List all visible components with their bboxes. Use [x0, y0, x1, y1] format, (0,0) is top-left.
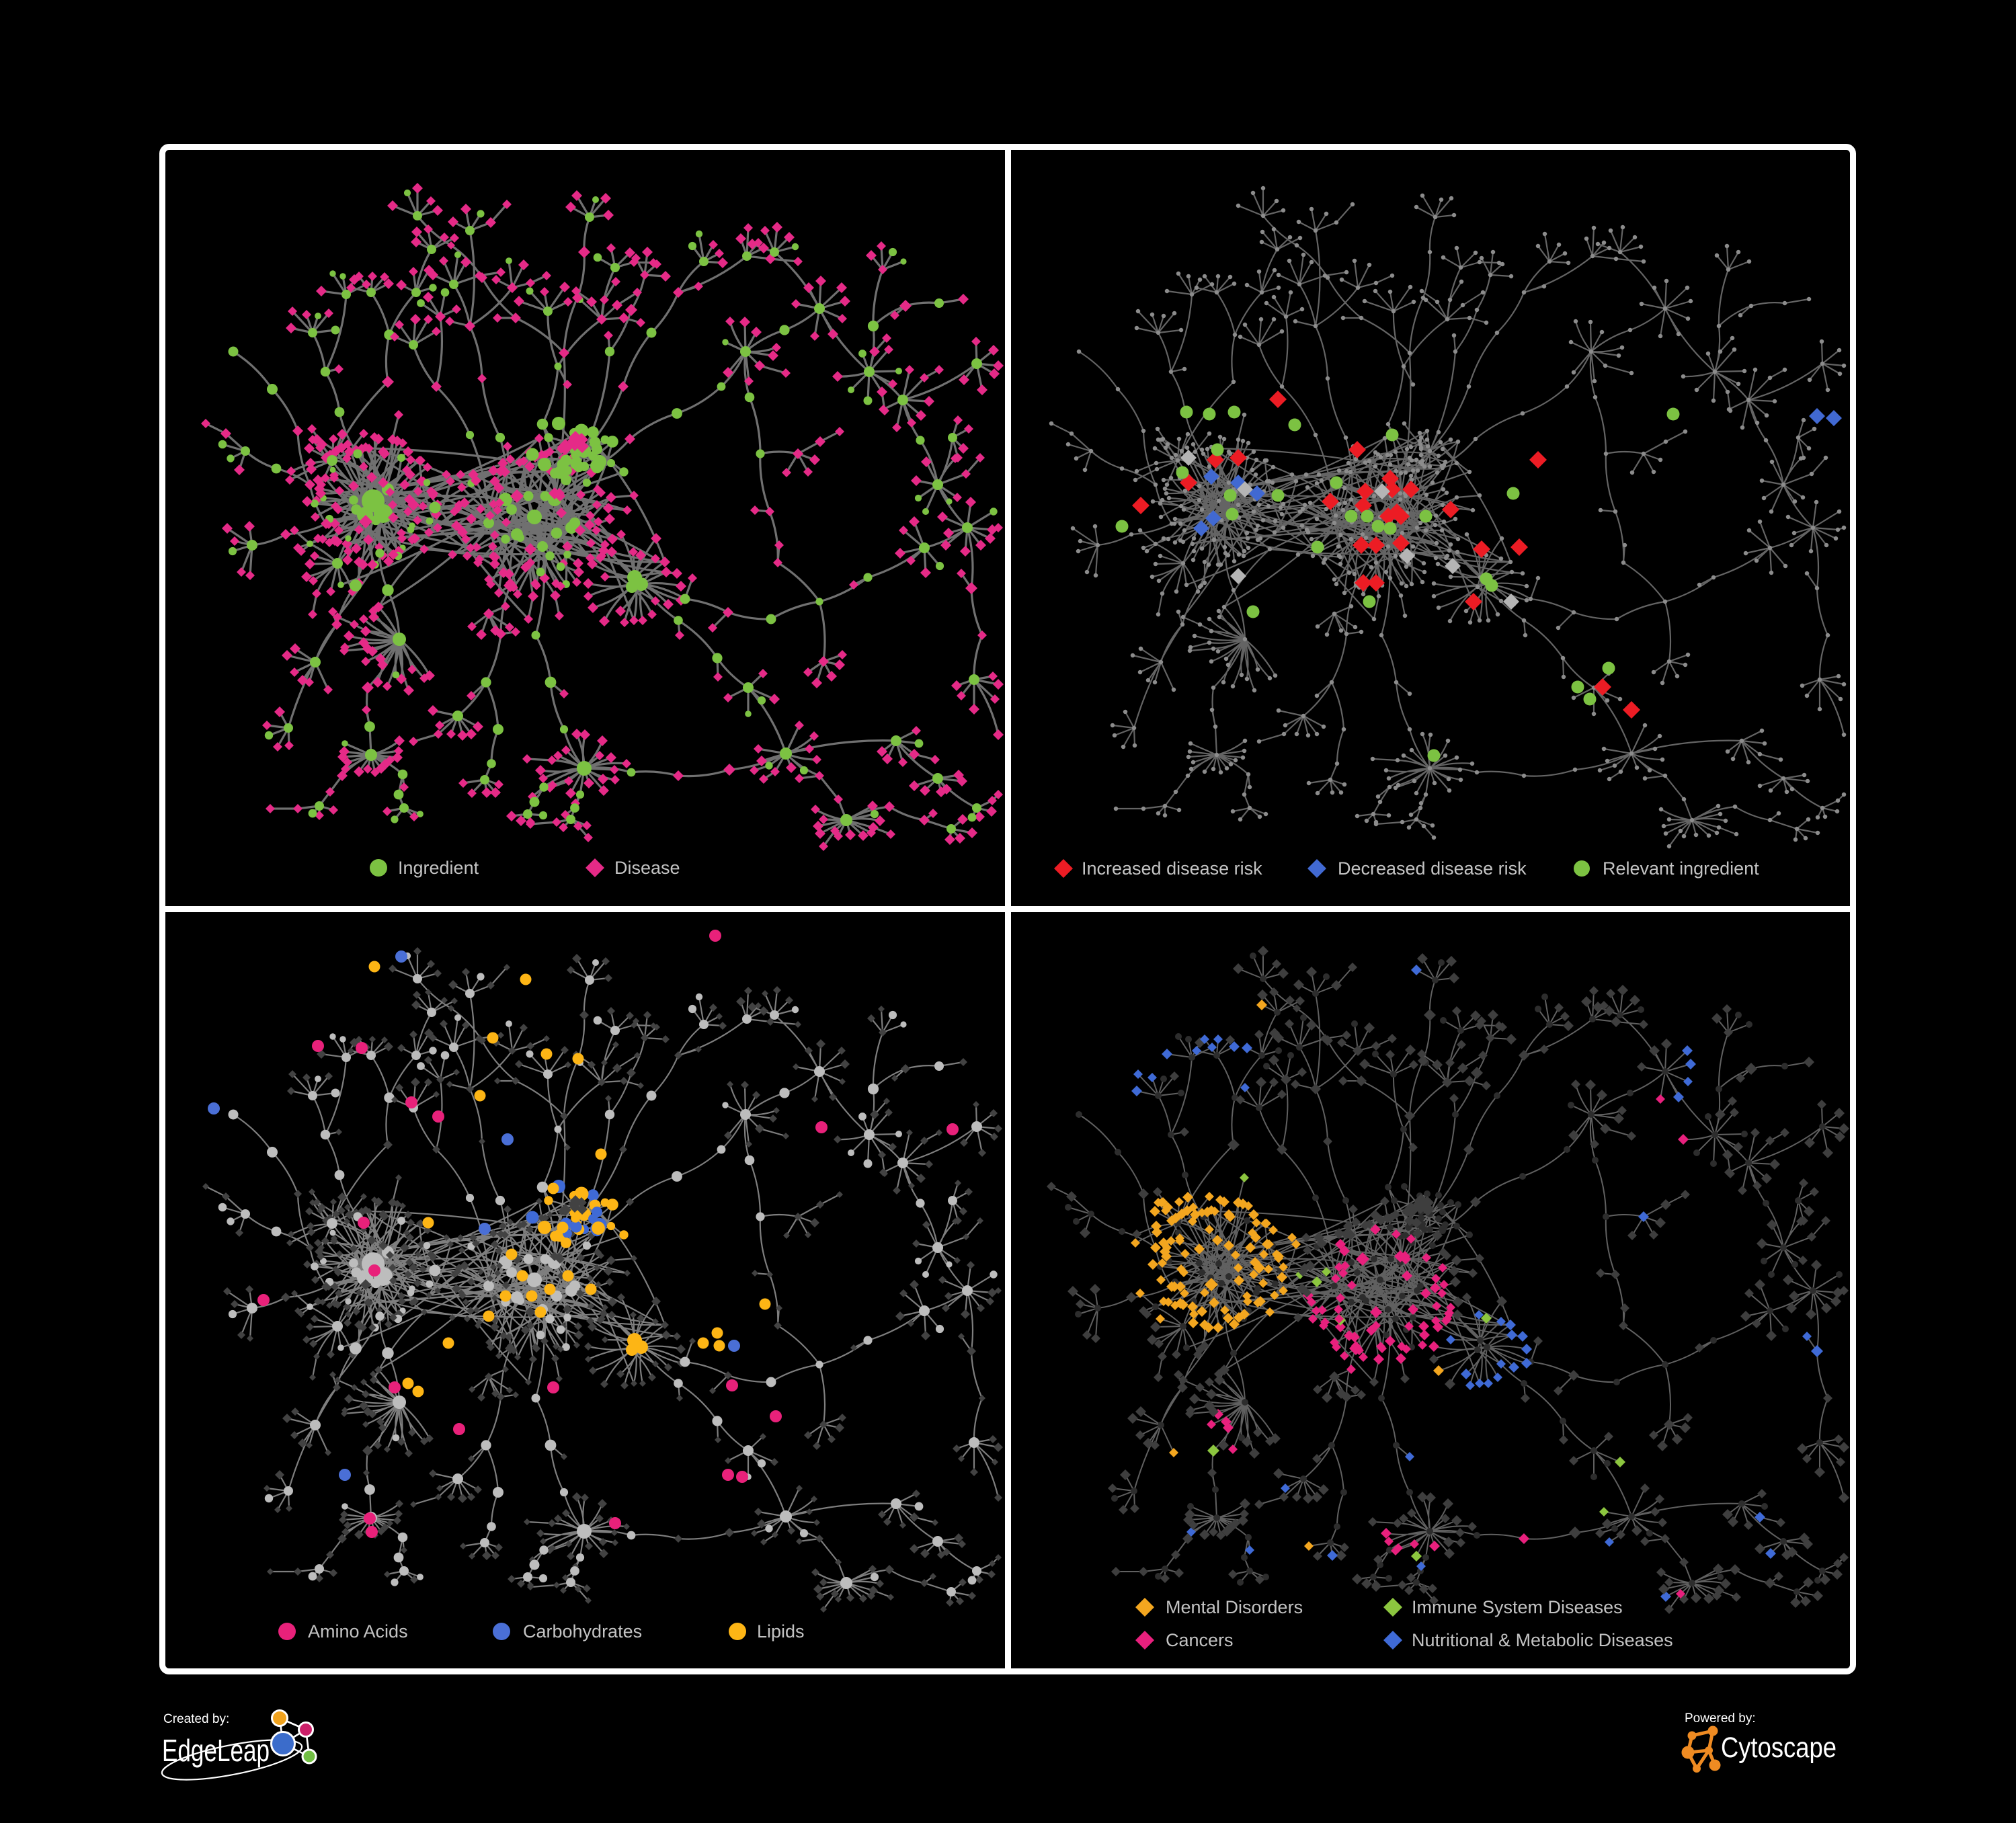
svg-text:Disease: Disease: [614, 858, 680, 878]
svg-text:Cancers: Cancers: [1166, 1630, 1234, 1650]
svg-text:Cytoscape: Cytoscape: [1721, 1732, 1837, 1764]
svg-text:Nutritional & Metabolic Diseas: Nutritional & Metabolic Diseases: [1412, 1630, 1673, 1650]
svg-text:Mental Disorders: Mental Disorders: [1166, 1597, 1303, 1617]
svg-text:Created by:: Created by:: [163, 1712, 229, 1726]
svg-text:Lipids: Lipids: [757, 1621, 805, 1642]
svg-text:Immune System Diseases: Immune System Diseases: [1412, 1597, 1623, 1617]
svg-text:Relevant ingredient: Relevant ingredient: [1603, 858, 1759, 879]
svg-text:Powered by:: Powered by:: [1685, 1711, 1756, 1726]
svg-text:Carbohydrates: Carbohydrates: [523, 1621, 642, 1642]
svg-text:EdgeLeap: EdgeLeap: [162, 1733, 270, 1768]
svg-text:Increased disease risk: Increased disease risk: [1082, 858, 1262, 879]
svg-text:Decreased disease risk: Decreased disease risk: [1338, 858, 1527, 879]
svg-text:Ingredient: Ingredient: [398, 858, 479, 878]
svg-text:Amino Acids: Amino Acids: [308, 1621, 408, 1642]
